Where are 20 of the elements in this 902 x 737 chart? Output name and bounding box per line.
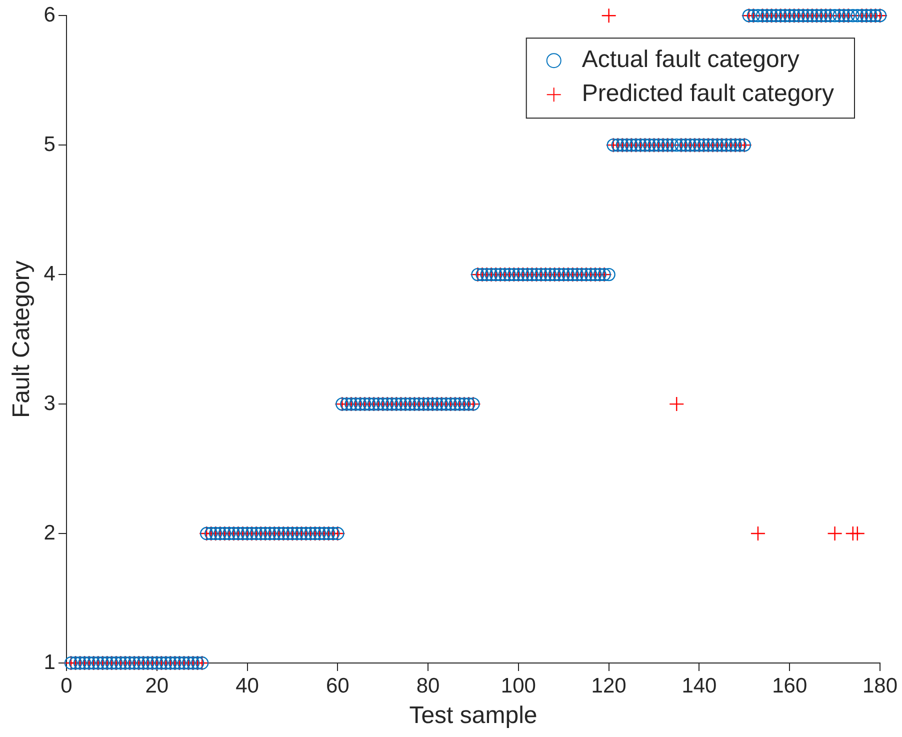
y-tick-label: 6 <box>44 3 56 26</box>
x-tick-label: 0 <box>60 674 72 698</box>
y-axis-title: Fault Category <box>8 260 36 418</box>
y-tick-label: 3 <box>44 392 56 415</box>
x-tick-label: 160 <box>772 674 808 698</box>
y-tick-label: 5 <box>44 132 56 156</box>
y-tick-label: 1 <box>44 650 56 674</box>
y-tick-label: 2 <box>44 521 56 544</box>
x-tick-label: 140 <box>682 674 717 698</box>
x-tick-label: 20 <box>145 674 169 698</box>
legend-label: Predicted fault category <box>582 80 834 108</box>
x-axis-title: Test sample <box>409 702 538 730</box>
legend-label: Actual fault category <box>582 46 800 74</box>
x-tick-label: 80 <box>416 674 440 698</box>
x-tick-label: 180 <box>862 674 898 698</box>
y-tick-label: 4 <box>44 262 56 286</box>
x-tick-label: 100 <box>500 674 536 698</box>
x-tick-label: 120 <box>591 674 626 698</box>
x-tick-label: 40 <box>236 674 259 698</box>
x-tick-label: 60 <box>326 674 350 698</box>
